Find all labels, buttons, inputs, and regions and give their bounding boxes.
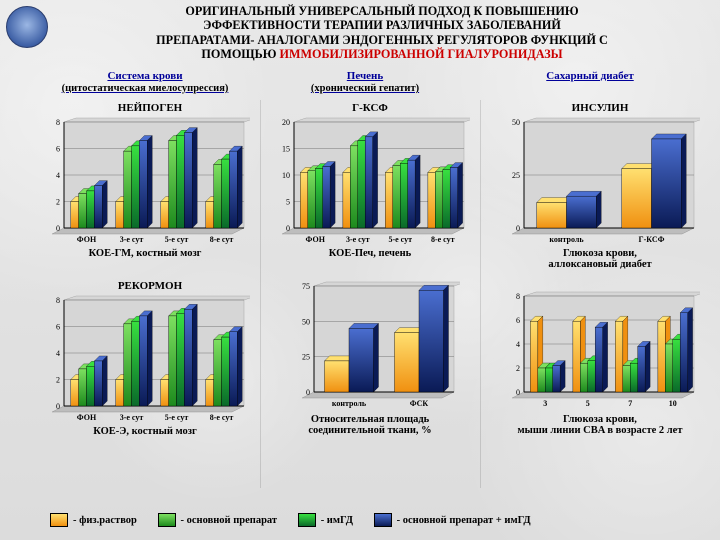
svg-text:8: 8 (56, 118, 60, 127)
main-title: ОРИГИНАЛЬНЫЙ УНИВЕРСАЛЬНЫЙ ПОДХОД К ПОВЫ… (54, 4, 710, 62)
sub-blood: (цитостатическая миелосупрессия) (62, 83, 229, 94)
legend-item-2: - основной препарат (158, 513, 278, 527)
svg-text:20: 20 (282, 118, 290, 127)
svg-text:ФОН: ФОН (77, 235, 97, 244)
legend-item-3: - имГД (298, 513, 353, 527)
chart-gksf: 0 5 10 15 20 ФОН 3-е сут 5-е сут 8-е сут (270, 116, 470, 246)
caption-neipogen: КОЕ-ГМ, костный мозг (40, 248, 250, 259)
svg-text:Г-КСФ: Г-КСФ (638, 235, 664, 244)
svg-text:контроль: контроль (549, 235, 584, 244)
svg-text:4: 4 (56, 349, 60, 358)
svg-text:6: 6 (516, 316, 520, 325)
svg-text:0: 0 (516, 388, 520, 397)
legend-label-2: - основной препарат (181, 515, 278, 526)
chart-title-gksf: Г-КСФ (300, 102, 440, 114)
svg-text:5: 5 (586, 399, 590, 408)
chart-title-neipogen: НЕЙПОГЕН (80, 102, 220, 114)
legend-label-4: - основной препарат + имГД (397, 515, 531, 526)
svg-text:0: 0 (56, 402, 60, 411)
svg-text:контроль: контроль (332, 399, 367, 408)
svg-text:3-е сут: 3-е сут (120, 413, 144, 422)
svg-text:2: 2 (516, 364, 520, 373)
logo (6, 6, 48, 48)
chart-title-rekormon: РЕКОРМОН (80, 280, 220, 292)
caption-cba: Глюкоза крови, мыши линии CBA в возрасте… (490, 414, 710, 436)
svg-text:3-е сут: 3-е сут (120, 235, 144, 244)
svg-text:10: 10 (282, 171, 290, 180)
legend-label-3: - имГД (321, 515, 353, 526)
svg-text:2: 2 (56, 198, 60, 207)
svg-text:25: 25 (512, 171, 520, 180)
svg-text:5: 5 (286, 198, 290, 207)
section-liver: Печень (хронический гепатит) (285, 70, 445, 94)
legend: - физ.раствор - основной препарат - имГД… (0, 513, 720, 530)
heading-blood: Система крови (107, 70, 182, 82)
svg-text:15: 15 (282, 145, 290, 154)
caption-insulin: Глюкоза крови, аллоксановый диабет (500, 248, 700, 270)
svg-text:3: 3 (543, 399, 547, 408)
title-line4b: ИММОБИЛИЗИРОВАННОЙ ГИАЛУРОНИДАЗЫ (280, 47, 563, 61)
chart-neipogen: 0 2 4 6 8 ФОН 3-е сут 5-е сут 8-е сут (40, 116, 250, 246)
svg-text:5-е сут: 5-е сут (165, 235, 189, 244)
section-diabetes: Сахарный диабет (500, 70, 680, 82)
caption-rekormon: КОЕ-Э, костный мозг (40, 426, 250, 437)
chart-cba: 0 2 4 6 8 3 5 7 10 (500, 290, 700, 410)
title-line2: ЭФФЕКТИВНОСТИ ТЕРАПИИ РАЗЛИЧНЫХ ЗАБОЛЕВА… (203, 18, 561, 32)
sub-liver: (хронический гепатит) (311, 83, 419, 94)
svg-text:10: 10 (669, 399, 677, 408)
section-blood: Система крови (цитостатическая миелосупр… (40, 70, 250, 94)
svg-text:0: 0 (516, 224, 520, 233)
svg-text:5-е сут: 5-е сут (165, 413, 189, 422)
legend-label-1: - физ.раствор (73, 515, 137, 526)
caption-gksf: КОЕ-Печ, печень (270, 248, 470, 259)
svg-text:ФОН: ФОН (77, 413, 97, 422)
svg-text:8-е сут: 8-е сут (431, 235, 455, 244)
svg-text:5-е сут: 5-е сут (388, 235, 412, 244)
title-line3: ПРЕПАРАТАМИ- АНАЛОГАМИ ЭНДОГЕННЫХ РЕГУЛЯ… (156, 33, 608, 47)
legend-item-4: - основной препарат + имГД (374, 513, 531, 527)
divider-2 (480, 100, 481, 488)
heading-diabetes: Сахарный диабет (546, 70, 633, 82)
chart-rekormon: 0 2 4 6 8 ФОН 3-е сут 5-е сут 8-е сут (40, 294, 250, 424)
svg-text:ФСК: ФСК (410, 399, 429, 408)
divider-1 (260, 100, 261, 488)
svg-text:8-е сут: 8-е сут (210, 235, 234, 244)
svg-text:8-е сут: 8-е сут (210, 413, 234, 422)
svg-text:6: 6 (56, 145, 60, 154)
svg-text:0: 0 (306, 388, 310, 397)
svg-text:7: 7 (628, 399, 632, 408)
svg-text:8: 8 (56, 296, 60, 305)
svg-text:4: 4 (516, 340, 520, 349)
title-line1: ОРИГИНАЛЬНЫЙ УНИВЕРСАЛЬНЫЙ ПОДХОД К ПОВЫ… (185, 4, 578, 18)
svg-text:8: 8 (516, 292, 520, 301)
chart-insulin: 0 25 50 контроль Г-КСФ (500, 116, 700, 246)
svg-text:50: 50 (512, 118, 520, 127)
svg-text:25: 25 (302, 353, 310, 362)
svg-text:0: 0 (56, 224, 60, 233)
title-line4a: ПОМОЩЬЮ (201, 47, 279, 61)
chart-otn: 0 25 50 75 контроль ФСК (290, 280, 460, 410)
heading-liver: Печень (347, 70, 383, 82)
svg-text:6: 6 (56, 323, 60, 332)
svg-text:3-е сут: 3-е сут (346, 235, 370, 244)
svg-text:75: 75 (302, 282, 310, 291)
caption-otn: Относительная площадь соединительной тка… (270, 414, 470, 436)
chart-title-insulin: ИНСУЛИН (530, 102, 670, 114)
legend-item-1: - физ.раствор (50, 513, 137, 527)
svg-text:2: 2 (56, 376, 60, 385)
svg-text:50: 50 (302, 317, 310, 326)
svg-text:ФОН: ФОН (306, 235, 326, 244)
svg-text:0: 0 (286, 224, 290, 233)
svg-text:4: 4 (56, 171, 60, 180)
